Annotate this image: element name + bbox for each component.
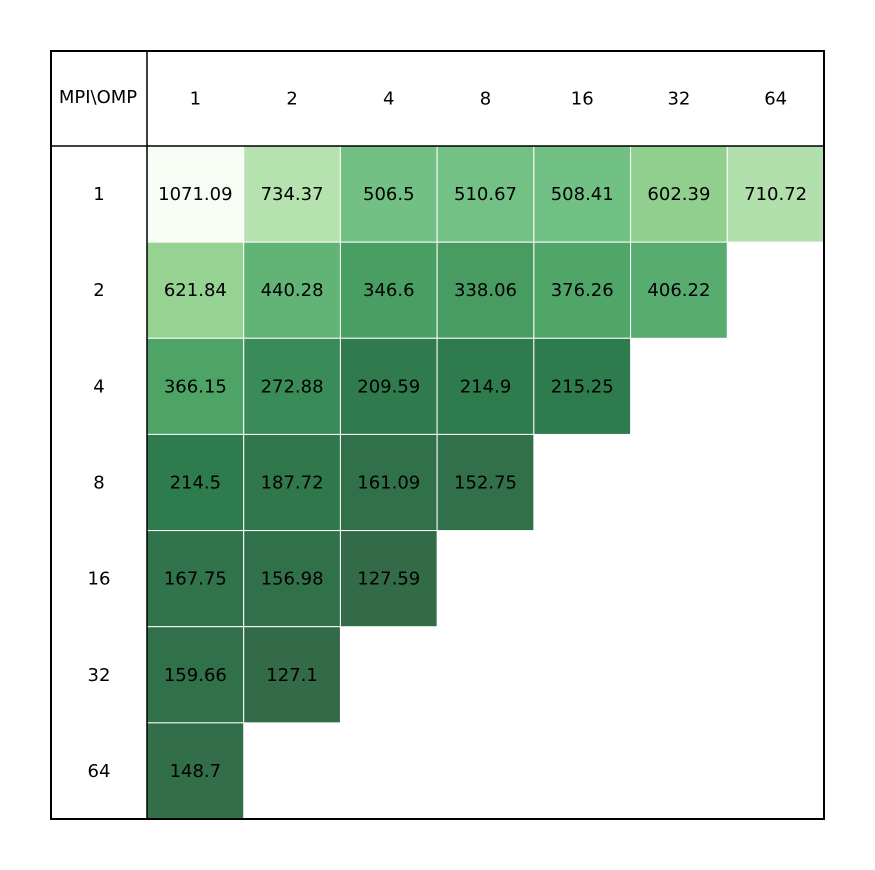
cell-value: 510.67	[454, 184, 517, 205]
row-header: 16	[88, 569, 111, 590]
cell	[436, 433, 535, 532]
cell-value: 346.6	[363, 280, 415, 301]
cell-value: 214.5	[170, 473, 222, 494]
cell	[726, 145, 825, 243]
cell-value: 621.84	[164, 280, 227, 301]
cell	[339, 337, 438, 435]
cell	[146, 433, 245, 532]
cell	[146, 530, 245, 628]
cell-value: 376.26	[551, 280, 614, 301]
cell-value: 602.39	[647, 184, 710, 205]
cell-value: 152.75	[454, 473, 517, 494]
cell	[146, 722, 245, 820]
cell	[533, 337, 632, 435]
column-header: 4	[383, 89, 394, 110]
cell	[339, 530, 438, 628]
cell-value: 127.1	[266, 665, 318, 686]
cell-value: 272.88	[261, 376, 324, 397]
cell	[243, 433, 341, 532]
cell-value: 148.7	[170, 761, 222, 782]
cell-value: 440.28	[261, 280, 324, 301]
cell-value: 159.66	[164, 665, 227, 686]
corner-label: MPI\OMP	[59, 87, 137, 108]
cell	[630, 145, 728, 243]
cell-value: 508.41	[551, 184, 614, 205]
column-header: 8	[480, 89, 491, 110]
row-header: 32	[88, 665, 111, 686]
row-header: 2	[93, 280, 104, 301]
cell-value: 406.22	[647, 280, 710, 301]
cell-value: 209.59	[357, 376, 420, 397]
cell	[436, 337, 535, 435]
cell	[243, 337, 341, 435]
column-header: 32	[667, 89, 690, 110]
cell	[339, 241, 438, 339]
cell	[339, 433, 438, 532]
cell	[436, 145, 535, 243]
cell-value: 167.75	[164, 569, 227, 590]
cell	[243, 626, 341, 724]
cell	[630, 241, 728, 339]
cell	[146, 337, 245, 435]
column-header: 1	[190, 89, 201, 110]
cell	[146, 145, 245, 243]
row-header: 4	[93, 376, 104, 397]
row-header: 64	[88, 761, 111, 782]
cell	[243, 145, 341, 243]
column-header: 2	[286, 89, 297, 110]
cell-value: 506.5	[363, 184, 415, 205]
cell-value: 734.37	[261, 184, 324, 205]
cell-value: 338.06	[454, 280, 517, 301]
row-header: 8	[93, 473, 104, 494]
cell	[533, 145, 632, 243]
row-header: 1	[93, 184, 104, 205]
table-border	[50, 50, 825, 820]
cell-value: 1071.09	[158, 184, 232, 205]
cell-value: 187.72	[261, 473, 324, 494]
cell-value: 215.25	[551, 376, 614, 397]
cell-value: 161.09	[357, 473, 420, 494]
cell-value: 127.59	[357, 569, 420, 590]
cell	[533, 241, 632, 339]
cell-value: 214.9	[460, 376, 512, 397]
column-header: 16	[571, 89, 594, 110]
column-header: 64	[764, 89, 787, 110]
cell-value: 366.15	[164, 376, 227, 397]
cell-value: 156.98	[261, 569, 324, 590]
cell-value: 710.72	[744, 184, 807, 205]
